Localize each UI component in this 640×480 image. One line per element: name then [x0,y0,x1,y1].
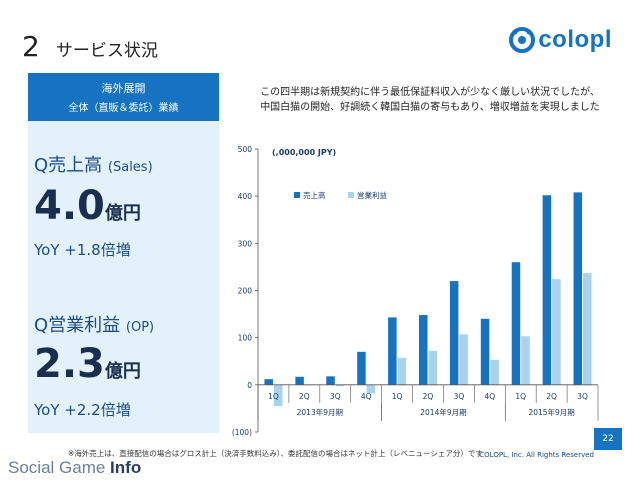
logo-mark-icon [509,27,536,53]
sales-bar [419,315,428,385]
y-tick-label: 400 [238,192,253,201]
y-tick-label: (100) [232,428,252,437]
op-value-number: 2.3 [34,341,105,387]
chart-legend: 売上高 営業利益 [294,190,387,200]
x-tick-label: 3Q [577,392,588,401]
slide-number: 2 [22,30,40,63]
op-bar [335,384,345,387]
y-tick-label: 200 [238,287,253,296]
sales-bar [388,317,397,385]
op-label-jp: Q営業利益 [34,315,121,336]
op-label: Q営業利益 (OP) [34,311,154,337]
summary-line-1: この四半期は新規契約に伴う最低保証料収入が少なく厳しい状況でしたが、 [260,87,600,98]
footnote: ※海外売上は、直接配信の場合はグロス計上（決済手数料込み）、委託配信の場合はネッ… [68,449,483,458]
slide-title: 2 サービス状況 [22,30,158,63]
slide-heading: サービス状況 [55,41,158,61]
legend-label: 営業利益 [357,190,387,200]
op-label-en: (OP) [125,320,155,335]
op-bar [552,279,561,385]
watermark: Social Game Info [8,458,141,478]
y-axis: (100) 0 100 200 300 400 500 [232,145,259,437]
x-tick-label: 1Q [392,392,403,401]
y-tick-label: 100 [238,334,253,343]
panel-header-title: 海外展開 [101,82,146,95]
sales-bar [542,195,552,385]
op-bar [583,273,592,385]
op-bar [397,357,407,385]
x-tick-label: 4Q [484,392,495,401]
op-bar [459,334,468,385]
x-tick-label: 2Q [423,392,434,401]
legend-swatch [348,192,354,198]
summary-line-2: 中国白猫の開始、好調続く韓国白猫の寄与もあり、増収増益を実現しました [260,102,600,113]
sales-bar [511,262,521,385]
x-tick-label: 2Q [299,392,310,401]
x-tick-label: 1Q [515,392,526,401]
op-bar [273,384,283,407]
x-tick-label: 2Q [546,392,557,401]
op-bar [521,336,530,385]
sales-value-number: 4.0 [34,183,105,229]
x-group-label: 2015年9月期 [528,407,574,417]
sales-yoy: YoY +1.8倍増 [34,241,131,259]
sales-bar [449,281,459,385]
y-tick-label: 300 [238,239,253,248]
x-axis: 1Q 2Q 3Q 4Q 1Q 2Q 3Q 4Q 1Q 2Q 3Q 2013年9月期 2014年9月期 20… [257,384,599,421]
sales-bar [480,318,490,385]
watermark-part1: Social Game [8,458,111,477]
sales-bar [295,376,304,385]
op-bar [428,350,437,385]
legend-label: 売上高 [303,190,326,200]
overseas-kpi-panel: 海外展開 全体（直販＆委託）業績 Q売上高 (Sales) 4.0億円 YoY … [28,73,219,433]
op-bar [490,359,499,385]
chart-bars [264,192,592,407]
copyright: COLOPL, Inc. All Rights Reserved [479,451,594,459]
chart-unit-label: (,000,000 JPY) [272,148,336,157]
sales-label-jp: Q売上高 [34,155,103,176]
x-group-label: 2013年9月期 [297,407,343,417]
sales-label: Q売上高 (Sales) [34,151,153,177]
legend-swatch [294,192,300,198]
op-bar [366,384,376,394]
x-tick-label: 1Q [268,392,279,401]
x-group-label: 2014年9月期 [420,407,466,417]
op-value-unit: 億円 [104,361,141,382]
watermark-part2: Info [110,458,142,477]
x-tick-label: 3Q [330,392,341,401]
y-tick-label: 500 [238,145,253,154]
logo-text: colopl [538,26,612,53]
sales-label-en: (Sales) [107,160,153,175]
page-number-badge: 22 [594,428,622,450]
op-yoy: YoY +2.2倍増 [34,401,131,419]
op-value: 2.3億円 [34,341,141,387]
panel-header: 海外展開 全体（直販＆委託）業績 [28,73,219,121]
sales-bar [357,351,366,385]
sales-bar [573,192,583,385]
y-tick-label: 0 [247,381,252,390]
sales-value-unit: 億円 [104,203,141,224]
colopl-logo: colopl [509,26,612,54]
x-tick-label: 4Q [361,392,372,401]
sales-bar [264,379,273,385]
sales-value: 4.0億円 [34,183,141,229]
summary-text: この四半期は新規契約に伴う最低保証料収入が少なく厳しい状況でしたが、 中国白猫の… [240,85,620,115]
sales-bar [326,376,335,385]
panel-header-subtitle: 全体（直販＆委託）業績 [68,103,179,114]
x-tick-label: 3Q [454,392,465,401]
